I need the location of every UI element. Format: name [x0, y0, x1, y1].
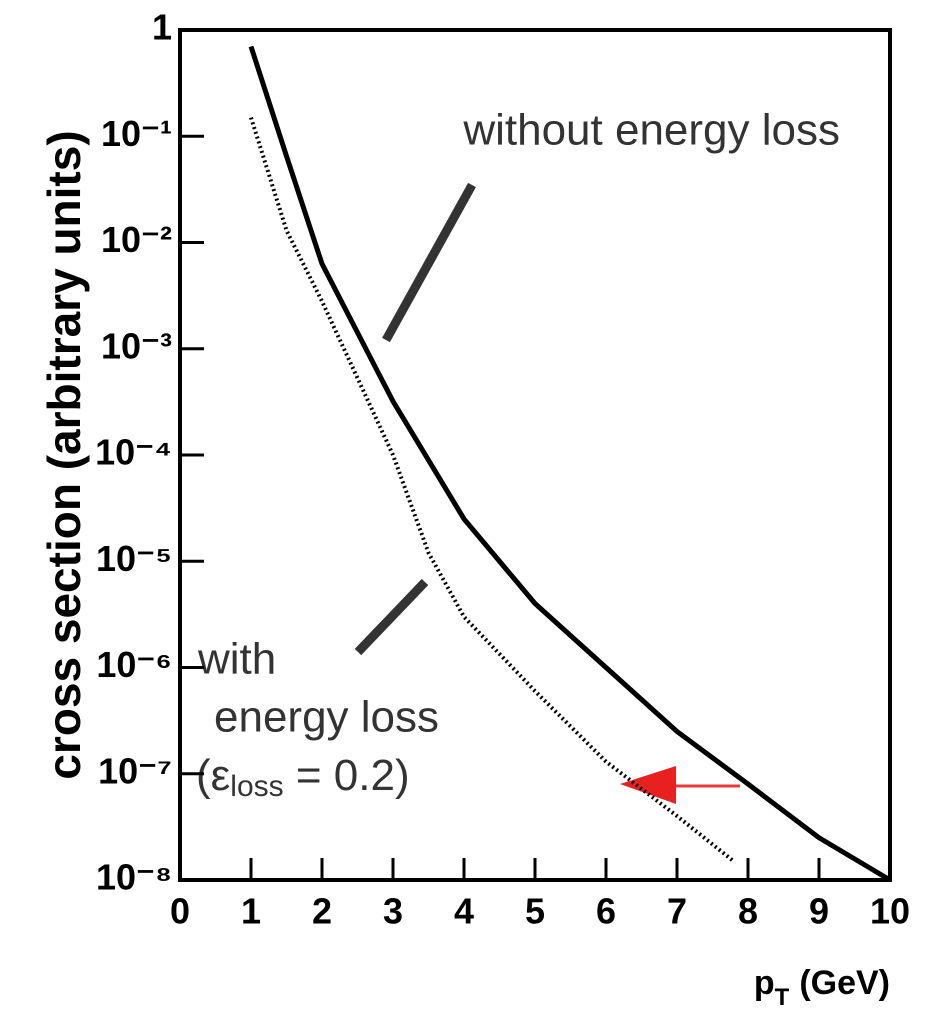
series-line — [248, 45, 892, 883]
y-tick-label: 10⁻³ — [101, 325, 172, 366]
pointer — [354, 578, 429, 656]
annotation-part: = 0.2) — [284, 751, 410, 800]
x-tick-label: 2 — [312, 891, 332, 932]
x-tick-label: 7 — [667, 891, 687, 932]
y-tick-label: 10⁻⁶ — [96, 644, 172, 685]
x-label-sub: T — [775, 984, 790, 1011]
x-tick-label: 3 — [383, 891, 403, 932]
y-axis-label: cross section (arbitrary units) — [38, 130, 90, 779]
x-tick-label: 9 — [809, 891, 829, 932]
y-tick-label: 10⁻⁵ — [96, 538, 172, 579]
annotation-sub: loss — [230, 770, 283, 803]
annotation: (εloss = 0.2) — [196, 751, 410, 803]
x-tick-label: 5 — [525, 891, 545, 932]
x-axis-label: pT (GeV) — [754, 964, 890, 1011]
y-tick-label: 1 — [152, 7, 172, 48]
y-tick-label: 10⁻⁷ — [98, 750, 172, 791]
x-label-main: p — [754, 964, 775, 1002]
x-tick-label: 4 — [454, 891, 474, 932]
x-tick-label: 1 — [241, 891, 261, 932]
y-tick-label: 10⁻⁸ — [96, 857, 172, 898]
annotation: with — [197, 635, 276, 684]
x-tick-label: 10 — [870, 891, 910, 932]
arrow-head — [620, 766, 676, 804]
x-tick-label: 6 — [596, 891, 616, 932]
x-tick-label: 0 — [170, 891, 190, 932]
annotation: without energy loss — [462, 106, 840, 155]
y-tick-label: 10⁻² — [101, 219, 172, 260]
y-tick-label: 10⁻⁴ — [95, 432, 172, 473]
x-tick-label: 8 — [738, 891, 758, 932]
pointer — [382, 182, 476, 343]
y-tick-label: 10⁻¹ — [101, 113, 172, 154]
series-line — [249, 116, 736, 863]
annotation: energy loss — [214, 693, 439, 742]
x-label-rest: (GeV) — [799, 964, 890, 1002]
